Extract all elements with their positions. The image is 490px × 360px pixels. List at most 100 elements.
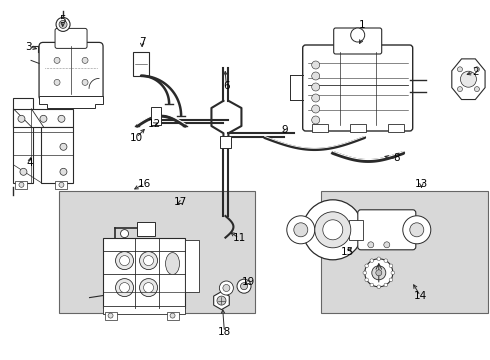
Circle shape (59, 182, 64, 187)
Text: 7: 7 (139, 37, 146, 48)
Bar (16, 181, 27, 189)
Circle shape (391, 271, 394, 275)
Circle shape (121, 230, 128, 238)
Bar (349, 220, 363, 240)
Circle shape (377, 257, 381, 261)
Circle shape (323, 220, 343, 240)
Circle shape (19, 182, 24, 187)
Circle shape (18, 115, 25, 122)
Text: 18: 18 (218, 327, 231, 337)
Circle shape (223, 284, 230, 292)
Bar (350, 124, 366, 132)
Circle shape (140, 252, 158, 270)
Circle shape (389, 264, 392, 267)
Circle shape (287, 216, 315, 244)
Bar (312, 124, 328, 132)
Circle shape (365, 278, 368, 282)
Bar (102, 238, 185, 307)
Bar (13, 109, 74, 127)
Polygon shape (214, 292, 229, 310)
Circle shape (303, 200, 363, 260)
Circle shape (82, 57, 88, 63)
Circle shape (315, 212, 351, 248)
Polygon shape (39, 96, 103, 108)
Circle shape (120, 256, 129, 266)
Circle shape (458, 87, 463, 91)
Circle shape (144, 256, 153, 266)
Bar (104, 312, 117, 320)
Bar (321, 191, 488, 313)
Text: 9: 9 (282, 125, 289, 135)
Circle shape (312, 105, 319, 113)
Text: 5: 5 (59, 15, 66, 25)
Circle shape (384, 242, 390, 248)
Circle shape (376, 270, 382, 276)
Circle shape (384, 259, 388, 262)
Circle shape (461, 71, 476, 87)
Bar (137, 222, 154, 235)
FancyBboxPatch shape (358, 210, 416, 250)
FancyBboxPatch shape (55, 28, 87, 48)
Bar (133, 52, 149, 76)
Circle shape (474, 67, 479, 72)
Circle shape (389, 278, 392, 282)
Circle shape (54, 80, 60, 85)
Circle shape (363, 271, 367, 275)
Bar (151, 107, 161, 125)
Text: 17: 17 (173, 197, 187, 207)
Circle shape (120, 283, 129, 293)
Circle shape (59, 21, 67, 28)
Text: 8: 8 (393, 153, 400, 163)
Circle shape (351, 28, 365, 42)
Circle shape (82, 80, 88, 85)
Text: 4: 4 (26, 158, 33, 168)
Circle shape (60, 168, 67, 175)
Text: 11: 11 (232, 233, 246, 243)
Ellipse shape (166, 253, 179, 275)
Text: 15: 15 (341, 247, 355, 257)
Circle shape (384, 283, 388, 287)
Circle shape (368, 242, 374, 248)
Circle shape (458, 67, 463, 72)
Bar (167, 312, 178, 320)
Bar (102, 306, 185, 314)
Text: 2: 2 (472, 67, 479, 77)
Polygon shape (452, 59, 485, 99)
FancyBboxPatch shape (39, 42, 103, 100)
Circle shape (474, 87, 479, 91)
Text: 13: 13 (415, 179, 428, 189)
Circle shape (108, 313, 113, 318)
Circle shape (312, 61, 319, 69)
Circle shape (370, 259, 373, 262)
Circle shape (365, 264, 368, 267)
Text: 16: 16 (138, 179, 151, 189)
Circle shape (60, 143, 67, 150)
Circle shape (40, 115, 47, 122)
Text: 6: 6 (223, 81, 230, 91)
Circle shape (312, 94, 319, 102)
Circle shape (144, 283, 153, 293)
Circle shape (241, 283, 247, 290)
Circle shape (312, 72, 319, 80)
FancyBboxPatch shape (303, 45, 413, 131)
Circle shape (312, 116, 319, 124)
Circle shape (370, 283, 373, 287)
Bar (388, 124, 404, 132)
Circle shape (294, 223, 308, 237)
FancyBboxPatch shape (334, 28, 382, 54)
Circle shape (365, 259, 393, 287)
Circle shape (237, 279, 251, 293)
Circle shape (220, 281, 233, 295)
Circle shape (377, 285, 381, 289)
Bar (55, 181, 68, 189)
Circle shape (140, 279, 158, 297)
Text: 19: 19 (242, 276, 256, 287)
Circle shape (58, 115, 65, 122)
Text: 1: 1 (359, 20, 366, 30)
Circle shape (56, 17, 70, 31)
Text: 14: 14 (414, 291, 427, 301)
Circle shape (20, 168, 27, 175)
Circle shape (217, 296, 226, 305)
Circle shape (372, 266, 386, 280)
Circle shape (170, 313, 175, 318)
